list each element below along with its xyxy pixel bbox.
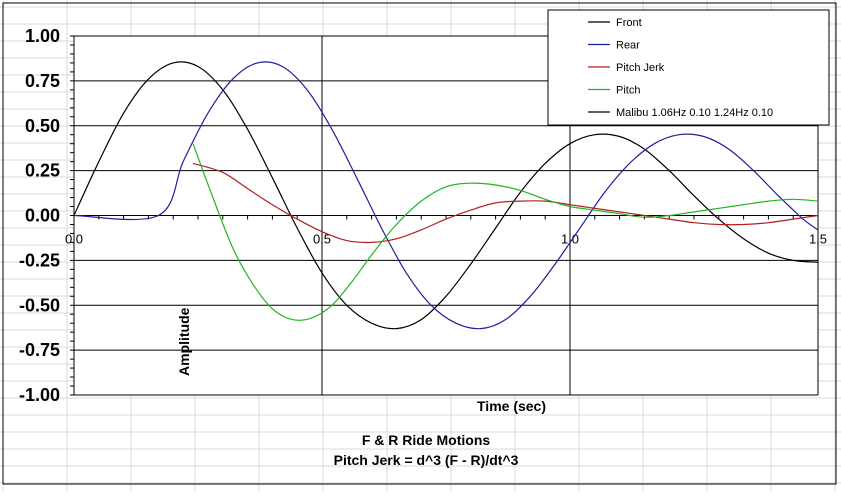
- x-tick-label: 0.5: [313, 232, 331, 247]
- chart-subtitle: Pitch Jerk = d^3 (F - R)/dt^3: [334, 452, 519, 468]
- y-tick-label: -0.25: [19, 250, 60, 270]
- x-tick-label: 0.0: [65, 232, 83, 247]
- x-axis-label: Time (sec): [477, 398, 546, 414]
- y-tick-label: 0.25: [25, 161, 60, 181]
- legend-label: Malibu 1.06Hz 0.10 1.24Hz 0.10: [616, 107, 773, 119]
- chart-title: F & R Ride Motions: [362, 432, 491, 448]
- series-line-front: [73, 61, 819, 330]
- chart-border: [2, 2, 837, 485]
- series-line-pitch-jerk: [192, 162, 819, 244]
- y-tick-label: -0.50: [19, 295, 60, 315]
- y-tick-labels: 1.00 0.75 0.50 0.25 0.00 -0.25 -0.50 -0.75 -1.00: [19, 26, 60, 405]
- y-tick-label: 1.00: [25, 26, 60, 46]
- series-line-rear: [73, 61, 819, 330]
- legend: Front Rear Pitch Jerk Pitch Malibu 1.06Hz 0.…: [547, 9, 830, 126]
- legend-label: Rear: [616, 40, 640, 52]
- y-tick-label: 0.00: [25, 206, 60, 226]
- series-line-pitch: [192, 143, 819, 321]
- y-tick-label: 0.75: [25, 71, 60, 91]
- y-tick-label: -1.00: [19, 385, 60, 405]
- x-tick-labels: 0.0 0.5 1.0 1.5: [65, 232, 827, 247]
- legend-label: Pitch: [616, 85, 640, 97]
- y-axis-label: Amplitude: [176, 307, 192, 376]
- y-tick-label: 0.50: [25, 116, 60, 136]
- x-tick-label: 1.5: [809, 232, 827, 247]
- series-layer: [73, 61, 819, 330]
- y-tick-label: -0.75: [19, 340, 60, 360]
- legend-label: Front: [616, 17, 642, 29]
- legend-label: Pitch Jerk: [616, 62, 665, 74]
